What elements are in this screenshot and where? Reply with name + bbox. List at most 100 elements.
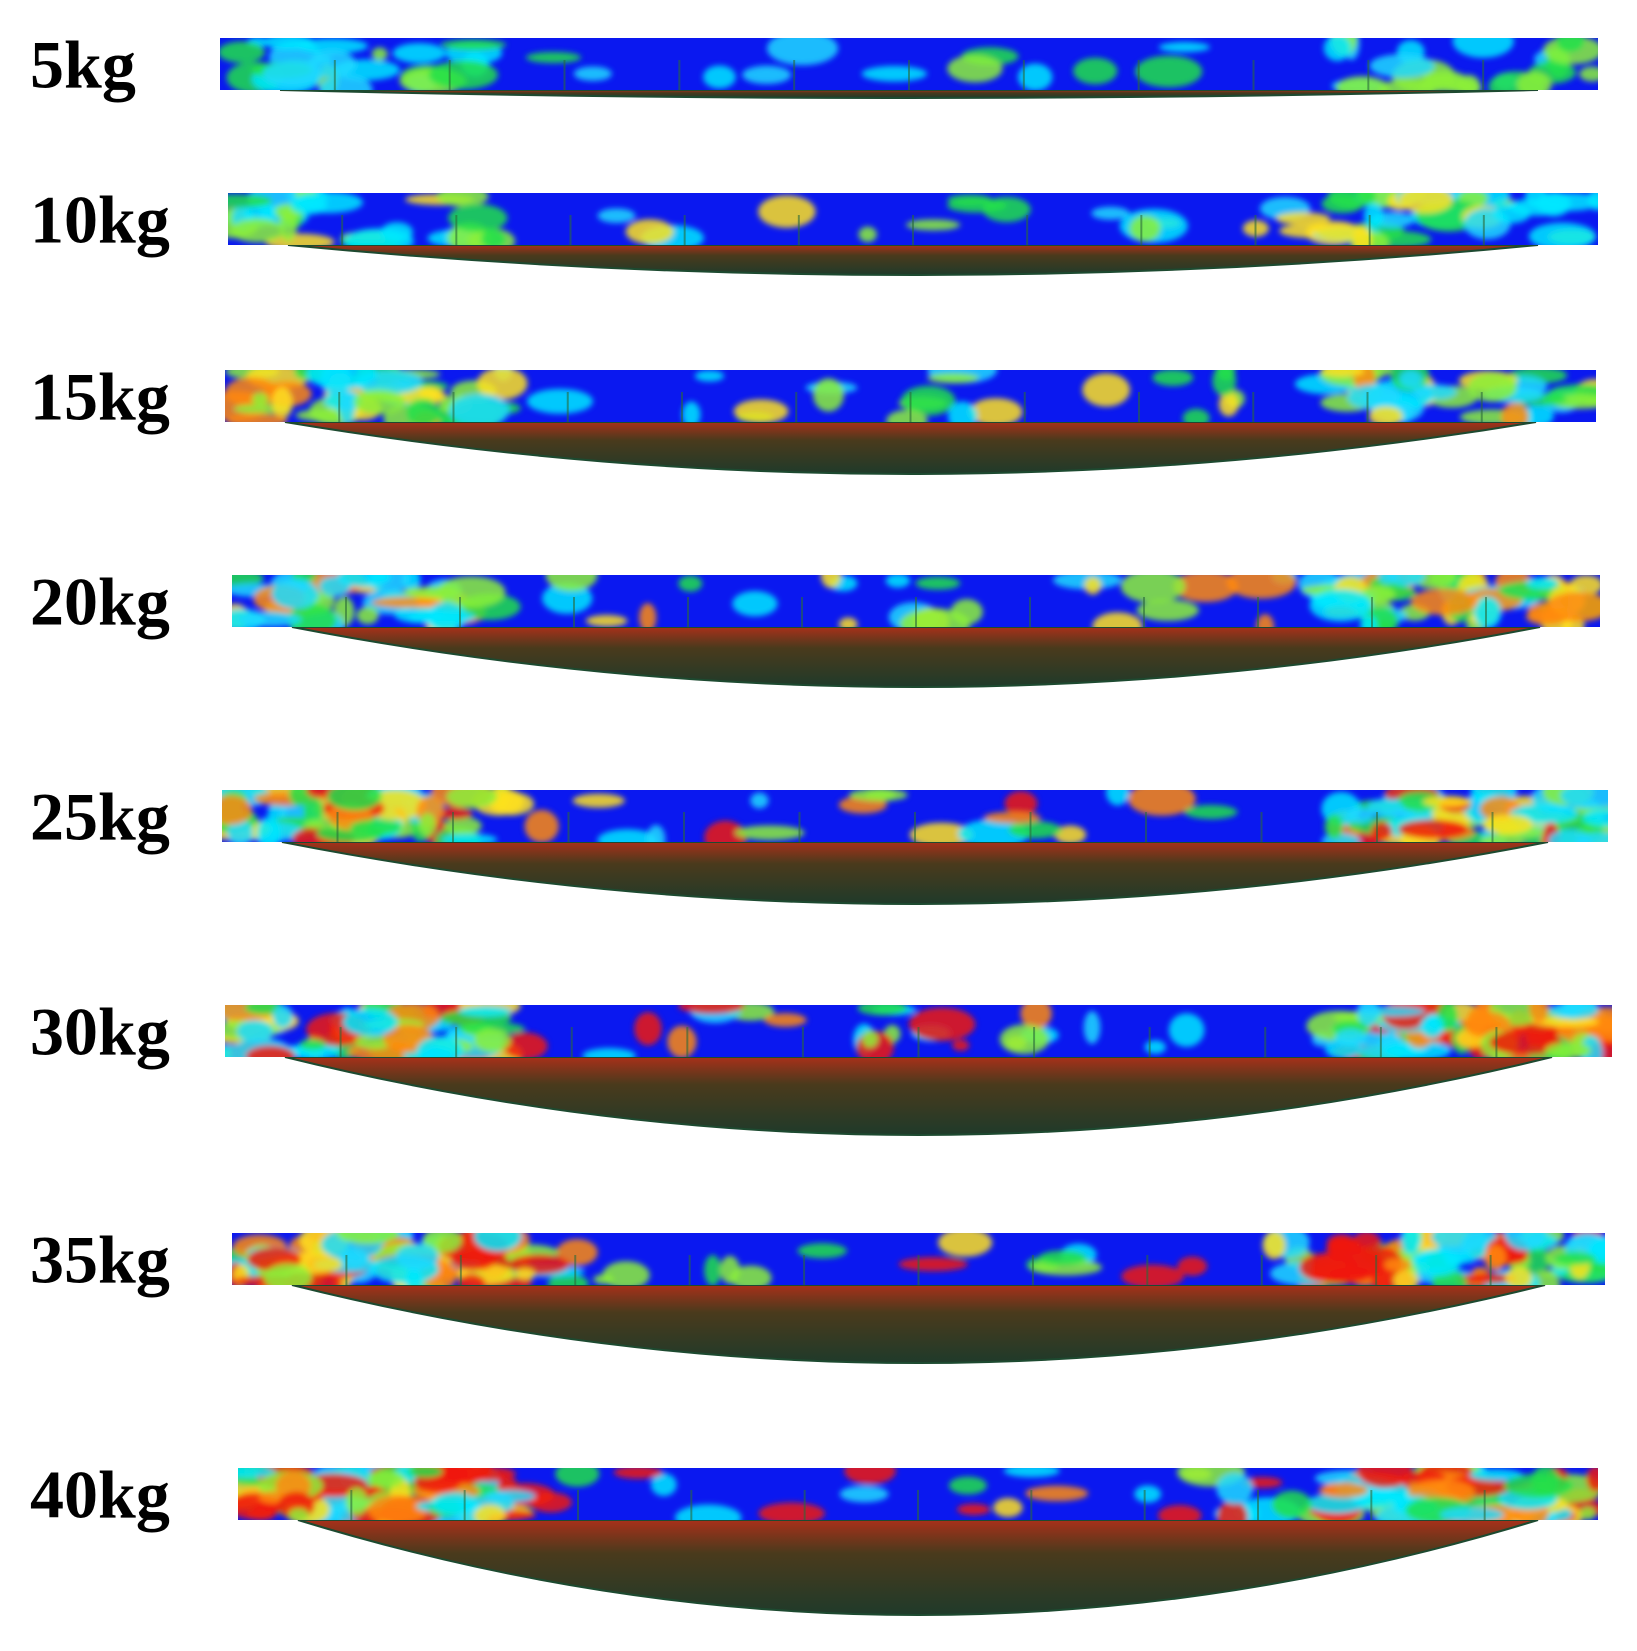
contour-blob <box>1586 1468 1598 1492</box>
contour-blob <box>1549 1005 1599 1020</box>
contour-blob <box>813 378 844 412</box>
contour-blob <box>1556 38 1585 53</box>
contour-blob <box>848 790 908 802</box>
contour-blob <box>327 790 382 811</box>
contour-blob <box>245 1045 296 1057</box>
contour-blob <box>1226 575 1297 599</box>
deformed-underside <box>297 1519 1539 1616</box>
contour-blob <box>947 194 992 205</box>
contour-blob <box>279 209 298 242</box>
contour-blob <box>861 65 928 82</box>
contour-blob <box>1489 1029 1562 1056</box>
stress-contours <box>220 38 1598 90</box>
contour-blob <box>271 578 319 610</box>
contour-blob <box>1456 1273 1517 1284</box>
contour-blob <box>572 793 625 808</box>
contour-blob <box>1025 1485 1089 1502</box>
contour-blob <box>734 825 805 841</box>
stress-contours <box>225 1005 1612 1057</box>
contour-blob <box>1412 384 1457 400</box>
contour-blob <box>1084 576 1102 595</box>
contour-blob <box>678 575 703 592</box>
load-label: 20kg <box>30 564 170 640</box>
contour-blob <box>838 617 858 627</box>
deformed-underside <box>291 1284 1546 1364</box>
contour-blob <box>1157 1505 1202 1520</box>
contour-blob <box>969 398 1023 422</box>
contour-blob <box>436 576 506 608</box>
load-label: 15kg <box>30 359 170 435</box>
stress-contours <box>238 1468 1598 1520</box>
contour-blob <box>1588 193 1598 211</box>
contour-blob <box>251 392 269 406</box>
contour-blob <box>597 208 636 224</box>
contour-blob <box>839 1485 889 1503</box>
contour-blob <box>441 833 498 842</box>
contour-blob <box>682 401 701 422</box>
contour-blob <box>1073 57 1118 85</box>
contour-blob <box>1369 54 1435 78</box>
contour-blob <box>418 813 437 837</box>
contour-blob <box>1484 1244 1507 1272</box>
contour-blob <box>1358 1006 1426 1017</box>
contour-blob <box>448 204 508 232</box>
load-label: 5kg <box>30 27 136 103</box>
contour-blob <box>1008 821 1062 839</box>
contour-blob <box>1352 226 1372 245</box>
contour-blob <box>915 576 961 590</box>
contour-blob <box>1144 1040 1166 1054</box>
contour-blob <box>306 370 378 390</box>
contour-blob <box>1504 1233 1547 1251</box>
contour-blob <box>1420 1014 1444 1039</box>
contour-blob <box>1445 81 1482 90</box>
contour-blob <box>733 399 789 422</box>
contour-blob <box>1431 1233 1497 1252</box>
contour-blob <box>488 792 535 816</box>
contour-blob <box>947 401 978 422</box>
contour-blob <box>1397 791 1442 812</box>
contour-blob <box>1305 1493 1369 1514</box>
contour-blob <box>585 614 628 627</box>
contour-blob <box>228 194 273 208</box>
contour-blob <box>502 1032 548 1057</box>
contour-blob <box>1327 193 1376 209</box>
deformed-underside <box>281 841 1549 905</box>
contour-blob <box>446 790 498 809</box>
contour-blob <box>1410 588 1478 616</box>
contour-blob <box>271 387 293 419</box>
contour-blob <box>625 219 674 245</box>
contour-blob <box>288 790 311 806</box>
contour-blob <box>1017 63 1053 90</box>
contour-blob <box>1368 406 1403 422</box>
contour-blob <box>820 575 842 589</box>
contour-blob <box>957 1503 991 1516</box>
contour-blob <box>529 1492 573 1513</box>
panel: 10kg <box>30 182 1598 276</box>
contour-blob <box>555 1468 600 1487</box>
contour-blob <box>1182 408 1210 422</box>
contour-blob <box>336 575 391 588</box>
contour-blob <box>1323 38 1352 62</box>
contour-blob <box>1134 1485 1162 1503</box>
stress-contours <box>222 790 1608 842</box>
contour-blob <box>473 1504 506 1520</box>
contour-blob <box>481 229 506 245</box>
contour-blob <box>1127 790 1196 816</box>
contour-blob <box>1482 814 1533 835</box>
contour-blob <box>1320 370 1365 377</box>
contour-blob <box>593 1274 614 1285</box>
stress-contours <box>228 193 1598 245</box>
contour-blob <box>1579 1506 1596 1520</box>
contour-blob <box>1136 599 1199 622</box>
contour-blob <box>1020 1005 1052 1030</box>
contour-blob <box>1579 66 1598 82</box>
contour-blob <box>1501 401 1530 422</box>
contour-blob <box>938 1233 993 1257</box>
contour-blob <box>797 1243 848 1259</box>
contour-blob <box>958 819 1030 842</box>
deformed-underside <box>284 1056 1553 1136</box>
contour-blob <box>639 603 657 627</box>
contour-blob <box>406 398 441 422</box>
contour-blob <box>1545 591 1600 622</box>
